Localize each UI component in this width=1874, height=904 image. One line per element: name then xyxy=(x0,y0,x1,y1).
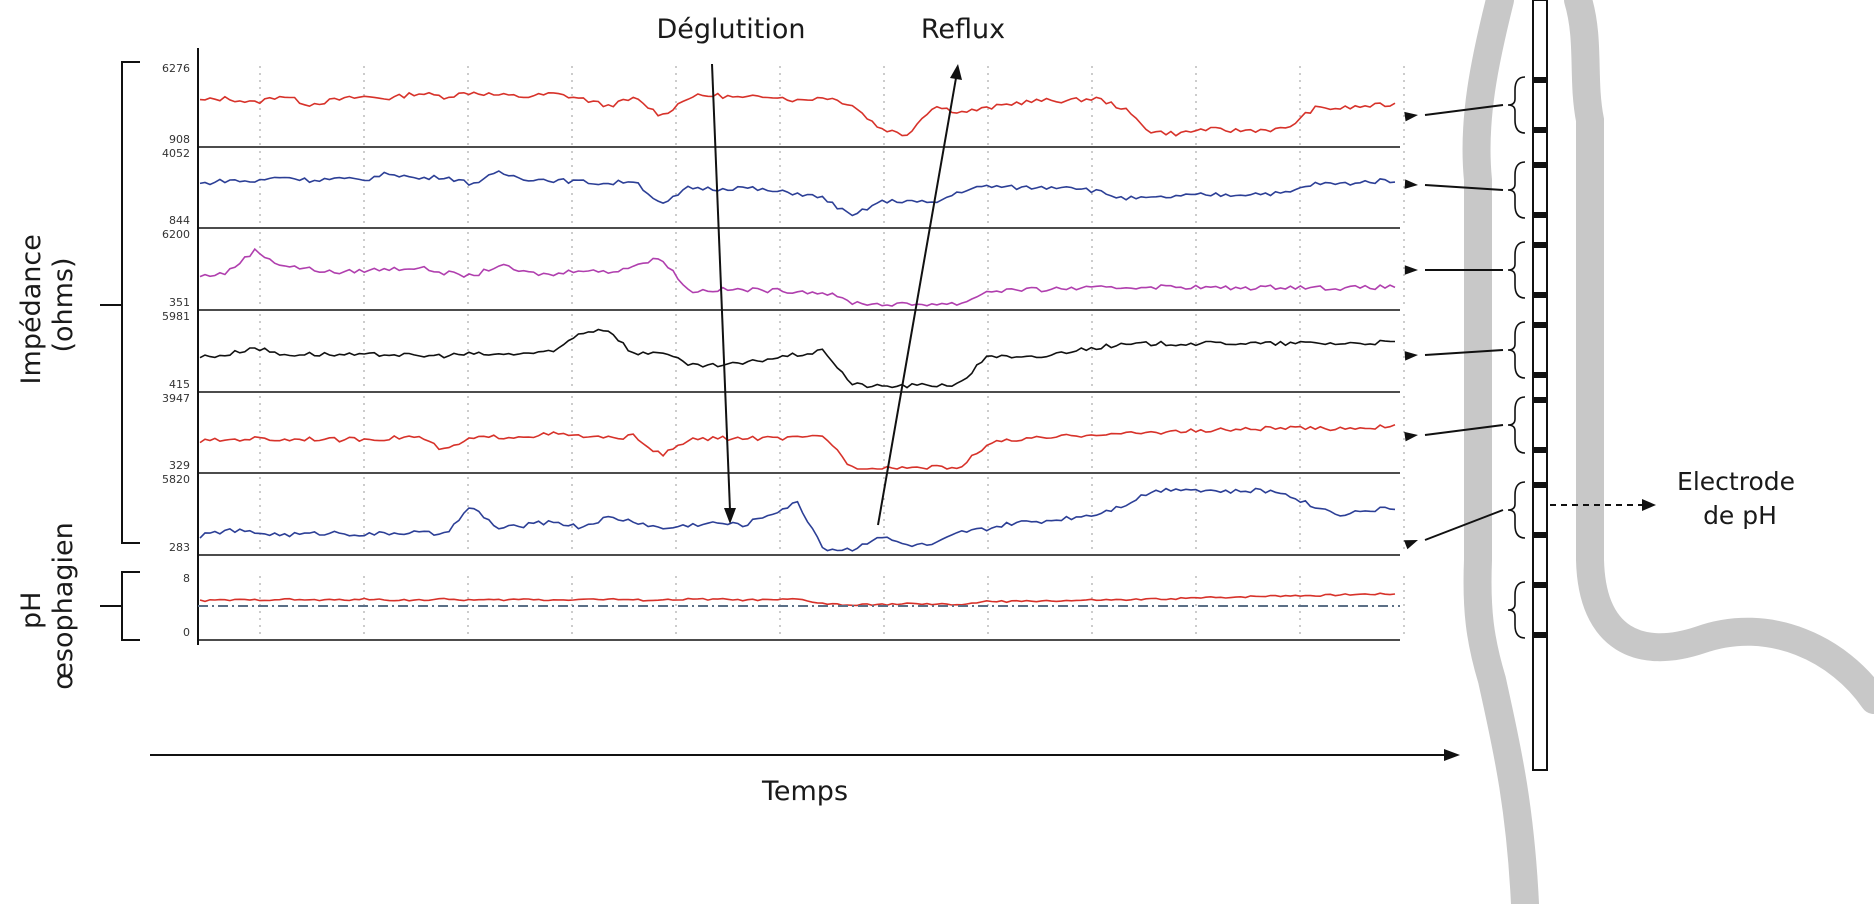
electrode-band xyxy=(1533,77,1547,83)
electrode-brace xyxy=(1507,76,1526,134)
electrode-brace xyxy=(1507,481,1526,539)
channel-ymin-label: 844 xyxy=(169,214,190,227)
pointer-arrow-line xyxy=(1424,424,1504,436)
pointer-arrow-head xyxy=(1404,540,1418,550)
ph-axis-label: pH œsophagien xyxy=(16,522,79,689)
electrode-pointer-arrows xyxy=(1404,76,1526,639)
electrode-band xyxy=(1533,447,1547,453)
channel-trace xyxy=(199,170,1396,217)
electrode-brace xyxy=(1507,581,1526,639)
electrode-brace xyxy=(1507,321,1526,379)
channel-trace xyxy=(199,592,1396,607)
channel-ymin-label: 908 xyxy=(169,133,190,146)
deglutition-label: Déglutition xyxy=(657,14,806,45)
electrode-band xyxy=(1533,372,1547,378)
esophagus-left-wall xyxy=(1462,0,1539,904)
channel-3: 6200 351 xyxy=(162,228,1405,311)
electrode-band xyxy=(1533,292,1547,298)
channel-ymax-label: 5981 xyxy=(162,310,190,323)
electrode-band xyxy=(1533,212,1547,218)
catheter-electrode-bands xyxy=(1533,77,1547,638)
channel-trace xyxy=(199,247,1396,307)
channel-ymax-label: 5820 xyxy=(162,473,190,486)
channel-2: 4052 844 xyxy=(162,147,1405,229)
deglutition-arrow xyxy=(711,63,736,524)
reflux-arrow xyxy=(877,64,962,526)
channel-ymin-label: 0 xyxy=(183,626,190,639)
esophagus-illustration xyxy=(1462,0,1874,904)
channel-ymax-label: 8 xyxy=(183,572,190,585)
electrode-band xyxy=(1533,127,1547,133)
pointer-arrow-head xyxy=(1404,265,1418,275)
channel-trace xyxy=(199,328,1396,389)
catheter-body xyxy=(1532,0,1548,771)
channel-ymax-label: 6276 xyxy=(162,62,190,75)
electrode-band xyxy=(1533,532,1547,538)
channel-ymin-label: 329 xyxy=(169,459,190,472)
channel-trace xyxy=(199,487,1396,552)
electrode-band xyxy=(1533,162,1547,168)
channel-5: 3947 329 xyxy=(162,392,1405,474)
channel-ymax-label: 4052 xyxy=(162,147,190,160)
channel-4: 5981 415 xyxy=(162,310,1405,393)
ph-electrode-pointer xyxy=(1550,499,1656,511)
electrode-brace xyxy=(1507,396,1526,454)
esophagus-right-wall xyxy=(1564,0,1874,714)
electrode-band xyxy=(1533,632,1547,638)
impedance-bracket xyxy=(100,61,140,544)
electrode-band xyxy=(1533,242,1547,248)
channel-ymin-label: 351 xyxy=(169,296,190,309)
channel-ymin-label: 283 xyxy=(169,541,190,554)
catheter xyxy=(1532,0,1548,771)
ph-bracket xyxy=(100,571,140,641)
pointer-arrow-line xyxy=(1424,349,1504,356)
electrode-band xyxy=(1533,397,1547,403)
reflux-label: Reflux xyxy=(921,14,1005,45)
channel-ymax-label: 6200 xyxy=(162,228,190,241)
electrode-brace xyxy=(1507,241,1526,299)
electrode-band xyxy=(1533,322,1547,328)
channel-trace xyxy=(199,424,1396,470)
impedance-axis-label: Impédance (ohms) xyxy=(16,226,79,385)
electrode-band xyxy=(1533,482,1547,488)
time-axis-label: Temps xyxy=(761,776,848,807)
pointer-arrow-line xyxy=(1424,104,1504,116)
pointer-arrow-line xyxy=(1424,509,1504,541)
channel-6: 5820 283 xyxy=(162,473,1405,556)
channel-ymin-label: 415 xyxy=(169,378,190,391)
pointer-arrow-line xyxy=(1424,184,1504,191)
channel-trace xyxy=(199,91,1396,137)
channel-7: 80 xyxy=(183,572,1405,641)
time-arrow xyxy=(150,749,1460,761)
channel-ymax-label: 3947 xyxy=(162,392,190,405)
pointer-arrow-head xyxy=(1404,179,1418,189)
electrode-brace xyxy=(1507,161,1526,219)
pointer-arrow-head xyxy=(1404,111,1418,122)
pointer-arrow-head xyxy=(1404,351,1418,361)
electrode-band xyxy=(1533,582,1547,588)
ph-electrode-label: Electrode de pH xyxy=(1677,467,1803,530)
channel-1: 6276 908 xyxy=(162,62,1405,148)
pointer-arrow-head xyxy=(1404,431,1418,442)
